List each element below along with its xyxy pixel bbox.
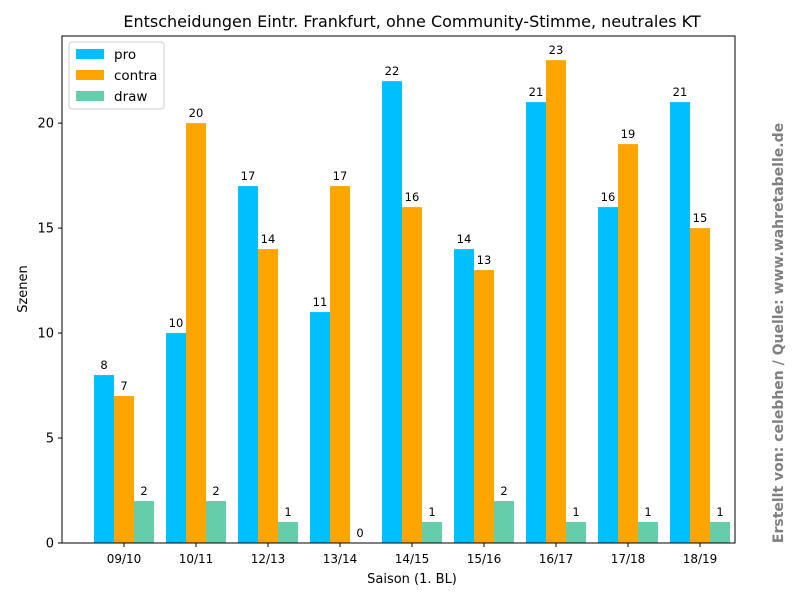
bar-pro-10-11 bbox=[166, 333, 186, 543]
x-tick-label-18-19: 18/19 bbox=[683, 552, 718, 566]
source-credit: Erstellt von: celebhen / Quelle: www.wah… bbox=[771, 123, 787, 543]
bar-draw-09-10 bbox=[134, 501, 154, 543]
x-tick-label-13-14: 13/14 bbox=[323, 552, 358, 566]
data-label-draw-13-14: 0 bbox=[356, 526, 363, 540]
bar-pro-15-16 bbox=[454, 249, 474, 543]
bar-contra-15-16 bbox=[474, 270, 494, 543]
y-tick-label-15: 15 bbox=[37, 222, 54, 237]
bar-contra-18-19 bbox=[690, 228, 710, 543]
bar-pro-18-19 bbox=[670, 102, 690, 543]
bar-pro-14-15 bbox=[382, 81, 402, 543]
data-label-pro-12-13: 17 bbox=[241, 169, 256, 183]
x-tick-label-10-11: 10/11 bbox=[179, 552, 214, 566]
data-label-contra-15-16: 13 bbox=[477, 253, 492, 267]
y-tick-label-20: 20 bbox=[37, 117, 54, 132]
x-axis-label: Saison (1. BL) bbox=[367, 572, 457, 587]
data-label-draw-09-10: 2 bbox=[140, 484, 147, 498]
bar-draw-10-11 bbox=[206, 501, 226, 543]
y-tick-label-0: 0 bbox=[46, 537, 54, 552]
bar-draw-18-19 bbox=[710, 522, 730, 543]
bar-contra-13-14 bbox=[330, 186, 350, 543]
data-label-draw-10-11: 2 bbox=[212, 484, 219, 498]
bar-contra-10-11 bbox=[186, 123, 206, 544]
bar-draw-17-18 bbox=[638, 522, 658, 543]
data-label-draw-12-13: 1 bbox=[284, 505, 291, 519]
plot-frame bbox=[61, 35, 736, 544]
bar-pro-09-10 bbox=[94, 375, 114, 543]
data-label-draw-17-18: 1 bbox=[644, 505, 651, 519]
x-tick-label-15-16: 15/16 bbox=[467, 552, 502, 566]
bar-pro-17-18 bbox=[598, 207, 618, 544]
bar-contra-17-18 bbox=[618, 144, 638, 543]
bar-contra-14-15 bbox=[402, 207, 422, 544]
bar-draw-16-17 bbox=[566, 522, 586, 543]
legend-swatch-draw bbox=[76, 91, 104, 101]
bar-draw-15-16 bbox=[494, 501, 514, 543]
data-label-pro-14-15: 22 bbox=[385, 64, 400, 78]
bar-draw-14-15 bbox=[422, 522, 442, 543]
data-label-draw-18-19: 1 bbox=[716, 505, 723, 519]
bar-contra-12-13 bbox=[258, 249, 278, 543]
data-label-pro-10-11: 10 bbox=[169, 316, 184, 330]
data-label-contra-10-11: 20 bbox=[189, 106, 204, 120]
legend-swatch-contra bbox=[76, 70, 104, 80]
bar-contra-16-17 bbox=[546, 60, 566, 544]
legend: pro contra draw bbox=[68, 41, 165, 110]
bar-pro-12-13 bbox=[238, 186, 258, 543]
legend-swatch-pro bbox=[76, 49, 104, 59]
data-label-pro-18-19: 21 bbox=[673, 85, 688, 99]
data-label-pro-16-17: 21 bbox=[529, 85, 544, 99]
data-label-contra-14-15: 16 bbox=[405, 190, 420, 204]
legend-label-pro: pro bbox=[114, 47, 136, 63]
legend-label-contra: contra bbox=[114, 68, 157, 84]
chart-title: Entscheidungen Eintr. Frankfurt, ohne Co… bbox=[123, 12, 701, 31]
data-label-pro-09-10: 8 bbox=[100, 358, 107, 372]
data-label-pro-13-14: 11 bbox=[313, 295, 328, 309]
data-label-contra-18-19: 15 bbox=[693, 211, 708, 225]
data-label-draw-15-16: 2 bbox=[500, 484, 507, 498]
y-axis-label: Szenen bbox=[16, 265, 31, 313]
data-label-pro-17-18: 16 bbox=[601, 190, 616, 204]
x-tick-label-17-18: 17/18 bbox=[611, 552, 646, 566]
x-tick-label-14-15: 14/15 bbox=[395, 552, 430, 566]
data-label-contra-12-13: 14 bbox=[261, 232, 276, 246]
legend-label-draw: draw bbox=[114, 89, 147, 105]
data-label-pro-15-16: 14 bbox=[457, 232, 472, 246]
bar-pro-16-17 bbox=[526, 102, 546, 543]
y-tick-label-10: 10 bbox=[37, 327, 54, 342]
bar-contra-09-10 bbox=[114, 396, 134, 543]
bar-draw-12-13 bbox=[278, 522, 298, 543]
bar-pro-13-14 bbox=[310, 312, 330, 543]
y-tick-label-5: 5 bbox=[46, 432, 54, 447]
data-label-draw-14-15: 1 bbox=[428, 505, 435, 519]
data-label-draw-16-17: 1 bbox=[572, 505, 579, 519]
data-label-contra-16-17: 23 bbox=[549, 43, 564, 57]
x-tick-label-12-13: 12/13 bbox=[251, 552, 286, 566]
data-label-contra-09-10: 7 bbox=[120, 379, 127, 393]
x-tick-label-16-17: 16/17 bbox=[539, 552, 574, 566]
x-tick-label-09-10: 09/10 bbox=[107, 552, 142, 566]
data-label-contra-17-18: 19 bbox=[621, 127, 636, 141]
data-label-contra-13-14: 17 bbox=[333, 169, 348, 183]
